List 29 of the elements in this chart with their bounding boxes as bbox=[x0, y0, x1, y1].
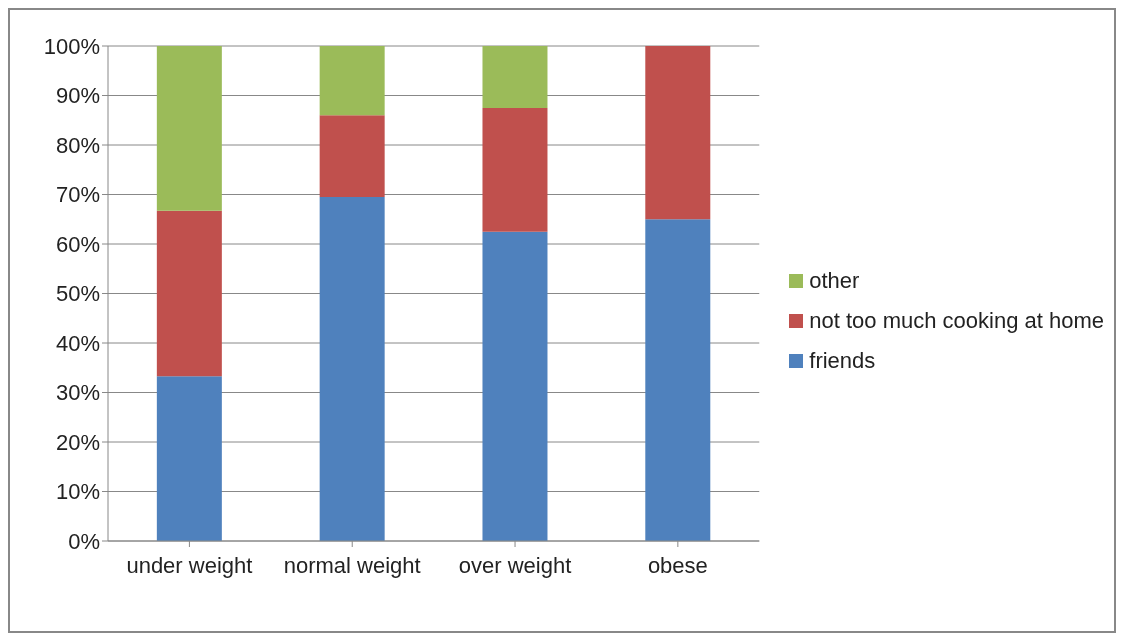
bar bbox=[482, 46, 548, 108]
bar bbox=[156, 210, 222, 377]
bar bbox=[319, 46, 385, 116]
y-tick-label: 0% bbox=[68, 528, 100, 554]
y-tick-label: 10% bbox=[55, 479, 100, 505]
bar bbox=[319, 115, 385, 197]
x-tick-label: under weight bbox=[126, 552, 253, 578]
x-tick-label: normal weight bbox=[283, 552, 421, 578]
y-tick-label: 70% bbox=[55, 182, 100, 208]
y-tick-label: 50% bbox=[55, 281, 100, 307]
y-tick-label: 30% bbox=[55, 380, 100, 406]
bar bbox=[156, 46, 222, 211]
bar bbox=[482, 231, 548, 541]
y-tick-label: 60% bbox=[55, 231, 100, 257]
bar bbox=[482, 107, 548, 232]
legend-label: friends bbox=[809, 347, 876, 374]
x-tick-label: obese bbox=[647, 552, 708, 578]
y-tick-label: 100% bbox=[43, 33, 100, 59]
bar bbox=[645, 219, 711, 541]
y-tick-label: 80% bbox=[55, 132, 100, 158]
legend-label: other bbox=[809, 267, 860, 294]
bar bbox=[645, 46, 711, 220]
bar bbox=[156, 376, 222, 541]
y-tick-label: 20% bbox=[55, 429, 100, 455]
legend-label: not too much cooking at home bbox=[809, 307, 1104, 334]
y-tick-label: 40% bbox=[55, 330, 100, 356]
x-tick-label: over weight bbox=[458, 552, 572, 578]
y-tick-label: 90% bbox=[55, 83, 100, 109]
bar bbox=[319, 196, 385, 541]
